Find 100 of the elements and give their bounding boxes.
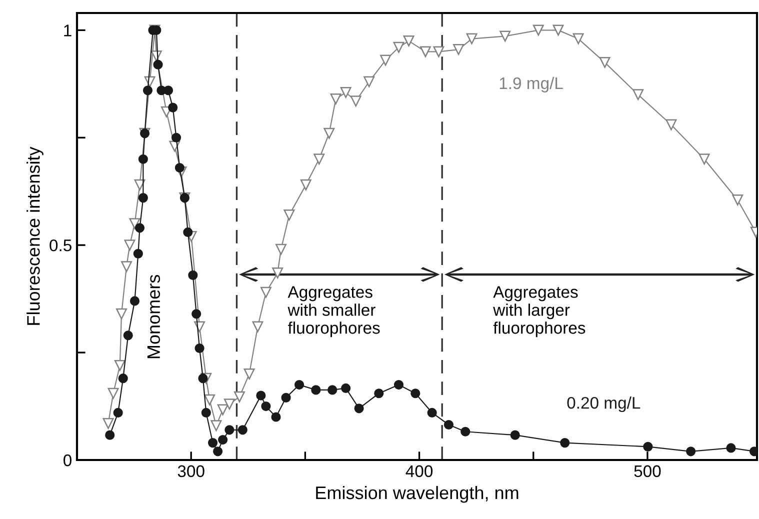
point (420, 46, 431, 58)
point (238, 425, 248, 435)
x-tick-label: 300 (178, 465, 204, 478)
point (394, 380, 404, 390)
point (224, 425, 234, 435)
series-label: 0.20 mg/L (567, 396, 640, 412)
point (201, 408, 211, 418)
point (340, 87, 352, 98)
point (560, 438, 570, 448)
point (134, 179, 146, 190)
point (732, 194, 744, 206)
annotation: Aggregates with larger fluorophores (493, 286, 586, 338)
text: 1.9 mg/L (500, 76, 563, 92)
point (256, 390, 266, 400)
y-tick-label: 0 (64, 454, 72, 466)
point (108, 388, 119, 399)
x-tick-label: 400 (406, 465, 433, 478)
point (380, 54, 391, 66)
point (105, 430, 115, 440)
point (410, 388, 420, 398)
point (281, 392, 291, 402)
point (234, 391, 245, 402)
point (686, 446, 696, 456)
point (271, 412, 281, 422)
point (453, 44, 464, 56)
point (666, 119, 677, 130)
point (433, 46, 444, 58)
point (726, 443, 736, 453)
point (208, 438, 218, 448)
point (328, 385, 338, 395)
point (138, 154, 148, 164)
point (194, 343, 204, 354)
point (374, 388, 384, 398)
point (102, 418, 114, 429)
point (403, 35, 414, 46)
point (217, 404, 228, 416)
point (213, 446, 223, 456)
point (364, 76, 375, 88)
point (460, 426, 470, 436)
point (260, 286, 272, 298)
point (153, 60, 163, 70)
y-tick-label: 1 (64, 24, 72, 36)
point (210, 420, 222, 432)
point (134, 223, 145, 233)
point (174, 162, 184, 173)
point (118, 374, 128, 384)
point (114, 360, 126, 371)
point (168, 102, 178, 112)
point (311, 385, 321, 395)
point (244, 368, 255, 380)
point (427, 408, 437, 418)
point (698, 154, 710, 165)
point (284, 210, 295, 220)
x-axis-title: Emission wavelength, nm (316, 486, 518, 503)
point (133, 248, 143, 258)
point (121, 261, 132, 272)
point (510, 430, 520, 440)
point (354, 404, 364, 414)
point (572, 33, 584, 44)
point (643, 442, 653, 452)
point (261, 401, 271, 412)
y-axis-title: Fluorescence intensity (26, 146, 44, 325)
point (350, 96, 362, 107)
point (330, 93, 342, 104)
point (188, 270, 198, 280)
x-tick-label: 500 (634, 465, 661, 478)
point (294, 380, 304, 390)
annotation: Monomers (147, 274, 160, 358)
point (393, 42, 404, 53)
y-tick-label: 0.5 (50, 239, 72, 252)
point (192, 309, 202, 319)
point (171, 132, 182, 142)
point (123, 330, 133, 340)
point (444, 420, 454, 430)
point (204, 394, 216, 406)
point (113, 408, 123, 418)
point (224, 398, 235, 410)
point (552, 24, 564, 36)
point (183, 227, 193, 237)
point (116, 308, 127, 320)
point (324, 128, 335, 139)
point (500, 30, 511, 42)
annotation: Aggregates with smaller fluorophores (288, 286, 380, 338)
point (466, 33, 478, 44)
point (163, 86, 174, 96)
point (272, 268, 284, 279)
point (124, 240, 136, 251)
point (252, 321, 264, 332)
point (130, 296, 140, 306)
point (532, 24, 544, 36)
point (129, 218, 140, 230)
point (300, 179, 312, 190)
point (341, 383, 351, 394)
point (142, 86, 153, 96)
point (198, 374, 208, 384)
point (632, 89, 644, 100)
point (218, 435, 228, 445)
point (276, 244, 286, 255)
point (138, 193, 148, 203)
point (314, 154, 325, 165)
